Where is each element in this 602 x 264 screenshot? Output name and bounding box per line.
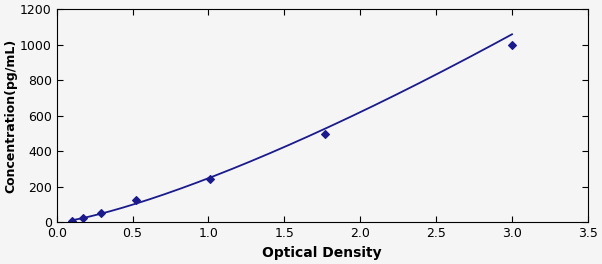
X-axis label: Optical Density: Optical Density bbox=[262, 246, 382, 260]
Y-axis label: Concentration(pg/mL): Concentration(pg/mL) bbox=[4, 39, 17, 193]
